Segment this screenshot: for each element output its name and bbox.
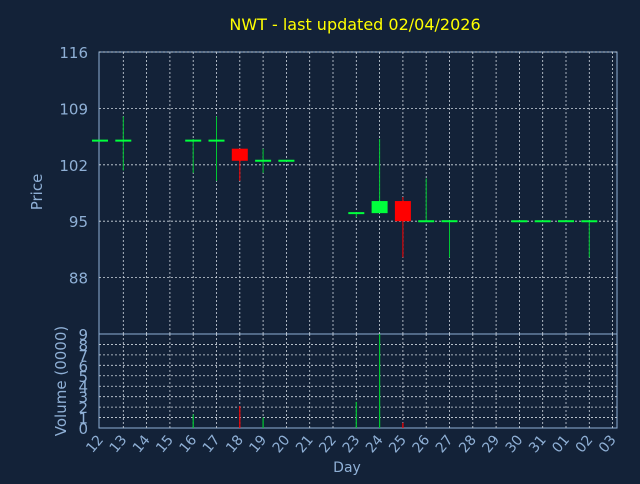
price-y-ticks: 116 109 102 95 88 (59, 44, 88, 288)
volume-y-tick-label: 3 (78, 389, 88, 407)
volume-bars (192, 334, 404, 428)
volume-y-tick-label: 4 (78, 378, 88, 396)
candle-body (231, 148, 248, 161)
candle-body (371, 201, 388, 214)
price-y-tick-label: 88 (69, 270, 88, 288)
volume-y-tick-label: 8 (78, 336, 88, 354)
price-axis-label: Price (28, 174, 46, 211)
volume-y-tick-label: 9 (78, 326, 88, 344)
volume-y-tick-label: 5 (78, 368, 88, 386)
x-axis-label: Day (333, 460, 361, 476)
volume-y-tick-label: 7 (78, 347, 88, 365)
volume-y-tick-label: 0 (78, 420, 88, 438)
price-y-tick-label: 102 (59, 157, 88, 175)
price-grid (99, 51, 617, 334)
x-ticks: 12 13 14 15 16 17 18 19 20 21 22 23 24 25 26 27 28 29 30 31… (83, 432, 619, 456)
chart-title: NWT - last updated 02/04/2026 (229, 15, 480, 34)
price-y-tick-label: 109 (59, 100, 88, 118)
volume-axis-label: Volume (0000) (52, 326, 70, 436)
volume-y-tick-label: 1 (78, 410, 88, 428)
price-y-tick-label: 116 (59, 44, 88, 62)
volume-y-tick-label: 2 (78, 399, 88, 417)
price-y-tick-label: 95 (69, 213, 88, 231)
volume-y-tick-label: 6 (78, 357, 88, 375)
candle-body (394, 201, 411, 222)
candles (92, 116, 598, 258)
volume-panel-frame (98, 333, 618, 429)
